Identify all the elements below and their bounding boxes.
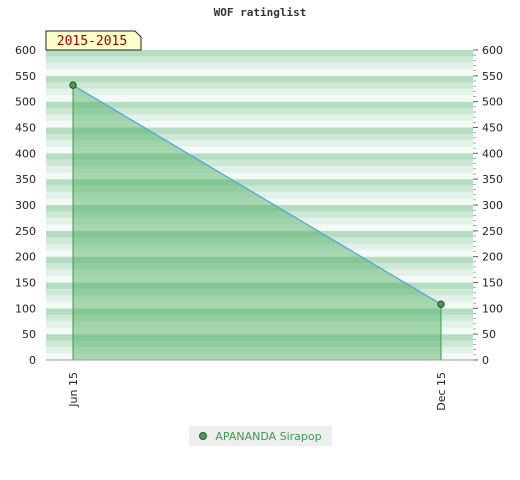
- grid-band: [46, 269, 473, 277]
- grid-band: [46, 121, 473, 128]
- y-tick-label-left: 400: [15, 147, 36, 160]
- period-label-box: 2015-2015: [45, 30, 142, 51]
- chart-title: WOF ratinglist: [213, 6, 307, 19]
- grid-band: [46, 185, 473, 193]
- y-tick-label-left: 150: [15, 277, 36, 290]
- grid-band: [46, 243, 473, 251]
- grid-band: [46, 256, 473, 264]
- grid-band: [46, 166, 473, 173]
- grid-band: [46, 101, 473, 109]
- grid-band: [46, 340, 473, 348]
- y-tick-label-right: 400: [482, 147, 503, 160]
- y-tick-label-right: 500: [482, 96, 503, 109]
- grid-band: [46, 353, 473, 360]
- y-tick-label-right: 200: [482, 251, 503, 264]
- grid-band: [46, 217, 473, 225]
- grid-band: [46, 327, 473, 335]
- y-tick-label-left: 450: [15, 122, 36, 135]
- y-tick-label-right: 0: [482, 354, 489, 367]
- grid-band: [46, 159, 473, 167]
- grid-band: [46, 146, 473, 154]
- y-tick-label-left: 0: [29, 354, 36, 367]
- grid-band: [46, 224, 473, 231]
- y-tick-label-right: 350: [482, 173, 503, 186]
- grid-band: [46, 321, 473, 328]
- x-tick-label: Dec 15: [435, 372, 448, 411]
- y-tick-label-right: 550: [482, 70, 503, 83]
- period-label-text: 2015-2015: [57, 34, 127, 49]
- grid-band: [46, 301, 473, 309]
- grid-band: [46, 288, 473, 296]
- legend-series-label: APANANDA Sirapop: [215, 429, 322, 443]
- grid-band: [46, 82, 473, 89]
- grid-band: [46, 205, 473, 212]
- grid-band: [46, 282, 473, 289]
- period-label-background: [45, 30, 142, 51]
- grid-band: [46, 114, 473, 122]
- grid-band: [46, 62, 473, 70]
- series-line: [72, 84, 442, 305]
- y-tick-label-right: 600: [482, 44, 503, 57]
- grid-band: [46, 108, 473, 115]
- legend[interactable]: APANANDA Sirapop: [189, 426, 332, 446]
- y-tick-label-left: 350: [15, 173, 36, 186]
- grid-band: [46, 140, 473, 147]
- y-tick-label-right: 450: [482, 122, 503, 135]
- grid-band: [46, 314, 473, 322]
- y-tick-label-right: 300: [482, 199, 503, 212]
- grid-band: [46, 69, 473, 76]
- grid-band: [46, 75, 473, 83]
- grid-band: [46, 127, 473, 134]
- legend-marker-icon: [199, 432, 208, 440]
- grid-band: [46, 133, 473, 141]
- y-tick-label-left: 600: [15, 44, 36, 57]
- y-tick-label-left: 200: [15, 251, 36, 264]
- grid-band: [46, 153, 473, 160]
- grid-band: [46, 347, 473, 354]
- data-point: [437, 300, 445, 308]
- y-tick-label-right: 100: [482, 302, 503, 315]
- grid-band: [46, 179, 473, 186]
- y-tick-label-right: 250: [482, 225, 503, 238]
- grid-band: [46, 237, 473, 244]
- grid-band: [46, 88, 473, 96]
- y-tick-label-left: 500: [15, 96, 36, 109]
- grid-band: [46, 230, 473, 238]
- grid-band: [46, 263, 473, 270]
- y-tick-label-left: 50: [22, 328, 36, 341]
- grid-band: [46, 211, 473, 218]
- grid-band: [46, 198, 473, 205]
- grid-band: [46, 276, 473, 283]
- x-tick-label: Jun 15: [67, 372, 80, 408]
- y-tick-label-left: 250: [15, 225, 36, 238]
- y-tick-label-left: 100: [15, 302, 36, 315]
- data-point: [69, 81, 77, 89]
- series-area: [73, 85, 441, 360]
- grid-band: [46, 56, 473, 63]
- y-tick-label-right: 50: [482, 328, 496, 341]
- grid-band: [46, 250, 473, 257]
- grid-band: [46, 95, 473, 102]
- y-tick-label-right: 150: [482, 277, 503, 290]
- grid-band: [46, 295, 473, 302]
- y-tick-label-left: 300: [15, 199, 36, 212]
- grid-band: [46, 50, 473, 57]
- grid-band: [46, 172, 473, 180]
- grid-band: [46, 192, 473, 199]
- grid-band: [46, 334, 473, 341]
- y-tick-label-left: 550: [15, 70, 36, 83]
- grid-band: [46, 308, 473, 315]
